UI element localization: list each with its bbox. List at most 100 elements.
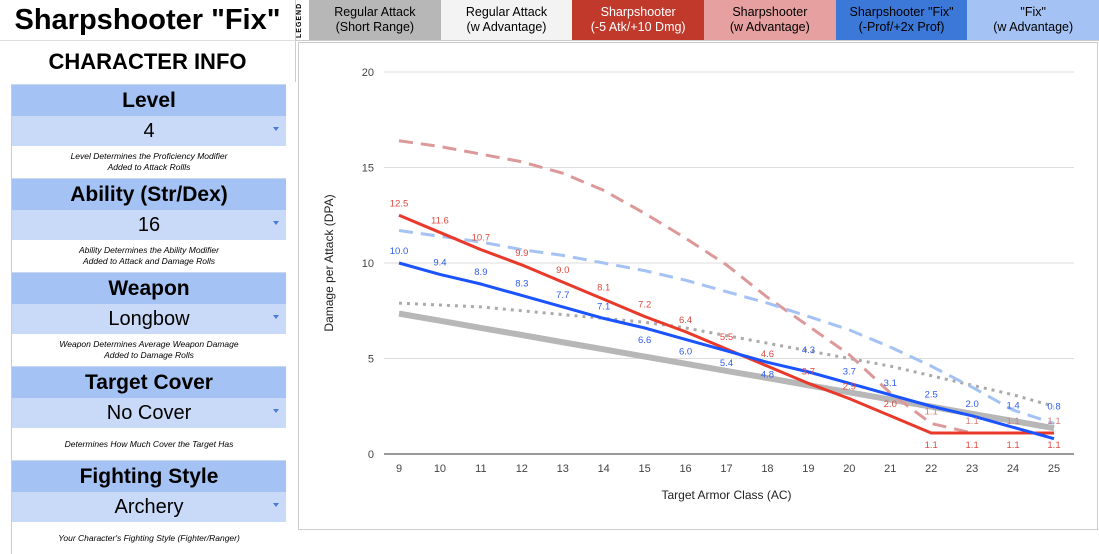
y-tick-label: 5 bbox=[368, 354, 374, 366]
description-line: Determines How Much Cover the Target Has bbox=[64, 438, 234, 449]
x-tick-label: 23 bbox=[966, 463, 978, 475]
data-label: 12.5 bbox=[390, 198, 409, 209]
description-line: Level Determines the Proficiency Modifie… bbox=[70, 151, 228, 161]
dropdown-arrow-icon[interactable] bbox=[273, 221, 279, 225]
x-tick-label: 11 bbox=[475, 463, 486, 475]
description-line: Ability Determines the Ability Modifier bbox=[79, 245, 219, 255]
fighting-style-dropdown[interactable]: Archery bbox=[12, 492, 286, 522]
series-line-1 bbox=[398, 301, 1055, 408]
dropdown-arrow-icon[interactable] bbox=[273, 503, 279, 507]
data-label: 8.9 bbox=[474, 267, 487, 278]
legend-item: Sharpshooter "Fix" (-Prof/+2x Prof) bbox=[835, 0, 968, 40]
fighting-style-description: Your Character's Fighting Style (Fighter… bbox=[12, 522, 286, 554]
data-label: 1.1 bbox=[1047, 440, 1060, 451]
description-line: Added to Attack Rollls bbox=[107, 162, 191, 172]
data-label: 2.0 bbox=[966, 399, 979, 410]
data-label: 2.9 bbox=[843, 382, 856, 393]
data-label: 1.1 bbox=[1006, 416, 1019, 427]
data-label: 1.1 bbox=[925, 406, 938, 417]
data-label: 3.7 bbox=[802, 366, 815, 377]
legend-line-2: (w Advantage) bbox=[729, 20, 810, 34]
data-label: 1.1 bbox=[1047, 416, 1060, 427]
data-label: 7.2 bbox=[638, 299, 651, 310]
dropdown-arrow-icon[interactable] bbox=[273, 315, 279, 319]
ability-str-dex-label: Ability (Str/Dex) bbox=[12, 178, 286, 210]
dropdown-arrow-icon[interactable] bbox=[273, 409, 279, 413]
data-label: 9.9 bbox=[515, 248, 528, 259]
data-label: 8.3 bbox=[515, 278, 528, 289]
legend-line-2: (-5 Atk/+10 Dmg) bbox=[590, 20, 686, 34]
legend-line-1: Sharpshooter bbox=[732, 5, 808, 19]
target-cover-value: No Cover bbox=[106, 401, 192, 424]
x-tick-label: 25 bbox=[1048, 463, 1060, 475]
data-label: 10.7 bbox=[472, 233, 491, 244]
data-label: 10.0 bbox=[390, 246, 409, 257]
fighting-style-label: Fighting Style bbox=[12, 460, 286, 492]
dropdown-arrow-icon[interactable] bbox=[273, 127, 279, 131]
y-tick-label: 20 bbox=[362, 67, 374, 79]
description-line: Added to Attack and Damage Rolls bbox=[83, 256, 215, 266]
y-tick-label: 10 bbox=[362, 258, 374, 270]
data-label: 4.8 bbox=[761, 369, 774, 380]
data-label: 11.6 bbox=[431, 215, 449, 226]
description-line: Your Character's Fighting Style (Fighter… bbox=[58, 532, 240, 543]
data-label: 9.4 bbox=[433, 257, 446, 268]
ability-str-dex-dropdown[interactable]: 16 bbox=[12, 210, 286, 240]
level-value: 4 bbox=[143, 119, 155, 142]
x-tick-label: 12 bbox=[516, 463, 528, 475]
data-label: 6.4 bbox=[679, 315, 692, 326]
series-line-2 bbox=[398, 139, 1054, 435]
data-label: 6.6 bbox=[638, 335, 651, 346]
data-label: 2.0 bbox=[884, 399, 897, 410]
legend-line-1: Regular Attack bbox=[465, 5, 548, 19]
fighting-style-value: Archery bbox=[114, 495, 184, 518]
data-label: 1.4 bbox=[1006, 400, 1019, 411]
x-tick-label: 17 bbox=[720, 463, 732, 475]
x-tick-label: 24 bbox=[1007, 463, 1019, 475]
level-description: Level Determines the Proficiency Modifie… bbox=[12, 146, 286, 178]
weapon-dropdown[interactable]: Longbow bbox=[12, 304, 286, 334]
legend-line-2: (w Advantage) bbox=[466, 20, 547, 34]
ability-str-dex-value: 16 bbox=[137, 213, 161, 236]
ability-str-dex-description: Ability Determines the Ability Modifier A… bbox=[12, 240, 286, 272]
x-tick-label: 18 bbox=[761, 463, 773, 475]
legend-item: Regular Attack (Short Range) bbox=[309, 0, 441, 40]
x-tick-label: 20 bbox=[843, 463, 855, 475]
legend: LEGEND Regular Attack (Short Range) Regula… bbox=[295, 0, 1099, 41]
data-label: 3.7 bbox=[843, 366, 856, 377]
data-label: 8.1 bbox=[597, 282, 610, 293]
data-label: 7.7 bbox=[556, 290, 569, 301]
legend-line-2: (-Prof/+2x Prof) bbox=[858, 20, 945, 34]
data-label: 3.1 bbox=[884, 378, 897, 389]
x-tick-label: 16 bbox=[679, 463, 691, 475]
y-tick-label: 15 bbox=[362, 163, 374, 175]
series-line-3 bbox=[398, 229, 1055, 425]
data-label: 0.8 bbox=[1047, 402, 1060, 413]
target-cover-label: Target Cover bbox=[12, 366, 286, 398]
level-dropdown[interactable]: 4 bbox=[12, 116, 286, 146]
sheet-title: Sharpshooter "Fix" bbox=[0, 0, 296, 41]
legend-title: LEGEND bbox=[295, 0, 309, 40]
x-tick-label: 13 bbox=[557, 463, 569, 475]
legend-line-1: Regular Attack bbox=[334, 5, 416, 19]
level-label: Level bbox=[12, 84, 286, 116]
chart: 0 5 10 15 20 9 10 11 12 13 14 15 16 17 18 19 20 21 22 23 24 2… bbox=[298, 42, 1098, 530]
legend-item: Sharpshooter (-5 Atk/+10 Dmg) bbox=[572, 0, 705, 40]
legend-line-1: "Fix" bbox=[1020, 5, 1046, 19]
x-tick-label: 14 bbox=[598, 463, 610, 475]
data-label: 2.5 bbox=[925, 389, 938, 400]
legend-item: "Fix" (w Advantage) bbox=[967, 0, 1099, 40]
data-label: 5.5 bbox=[720, 332, 733, 343]
legend-line-1: Sharpshooter "Fix" bbox=[849, 5, 954, 19]
target-cover-dropdown[interactable]: No Cover bbox=[12, 398, 286, 428]
x-axis-label: Target Armor Class (AC) bbox=[661, 488, 791, 502]
data-label: 1.1 bbox=[966, 440, 979, 451]
x-tick-label: 15 bbox=[639, 463, 651, 475]
data-label: 5.4 bbox=[720, 358, 733, 369]
data-label: 4.3 bbox=[802, 345, 815, 356]
target-cover-description: Determines How Much Cover the Target Has bbox=[12, 428, 286, 460]
weapon-label: Weapon bbox=[12, 272, 286, 304]
legend-line-2: (w Advantage) bbox=[993, 20, 1074, 34]
data-label: 4.6 bbox=[761, 349, 774, 360]
data-label: 7.1 bbox=[597, 301, 610, 312]
